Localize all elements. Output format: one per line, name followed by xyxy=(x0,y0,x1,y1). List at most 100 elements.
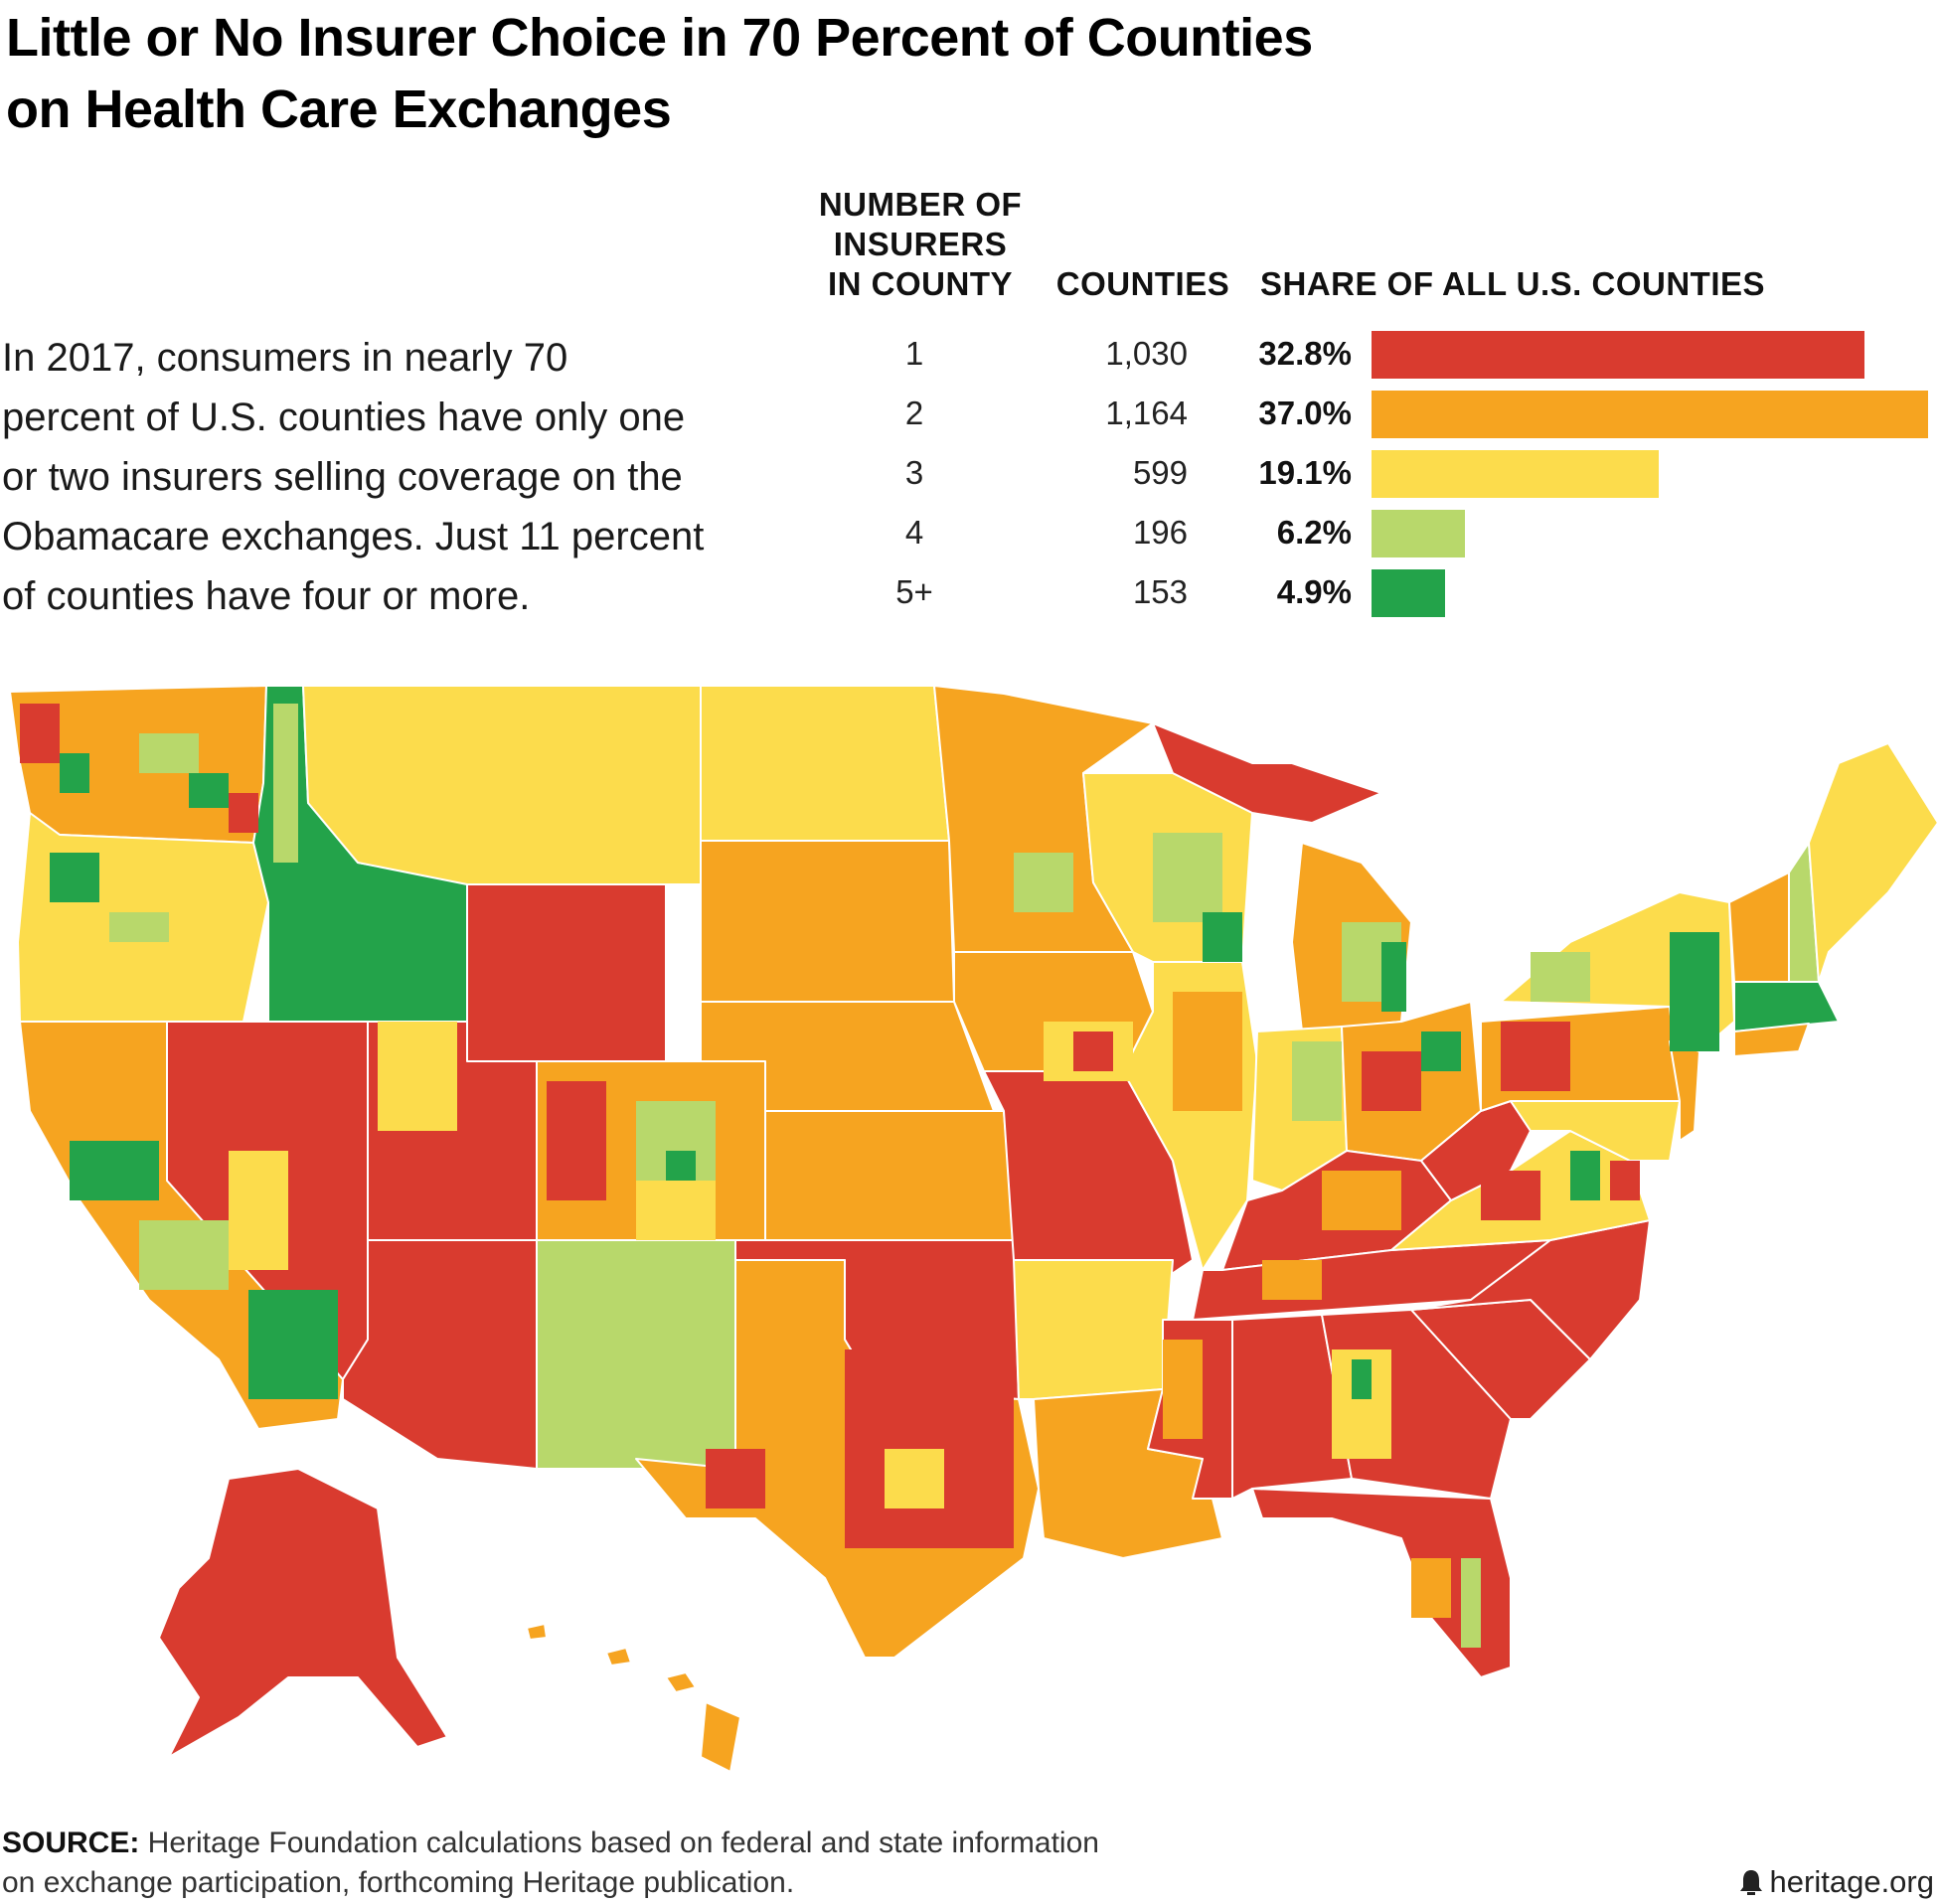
county-patch xyxy=(636,1181,716,1240)
source-note: SOURCE: Heritage Foundation calculations… xyxy=(2,1824,1099,1903)
county-patch xyxy=(70,1141,159,1200)
county-patch xyxy=(1421,1031,1461,1071)
state-hawaii-big xyxy=(700,1701,741,1773)
county-patch xyxy=(1610,1161,1640,1200)
title-line-1: Little or No Insurer Choice in 70 Percen… xyxy=(6,8,1313,68)
county-patch xyxy=(1352,1359,1372,1399)
row-share-label: 37.0% xyxy=(1258,395,1352,431)
row-counties: 599 xyxy=(1132,454,1188,491)
logo-text: heritage.org xyxy=(1769,1864,1934,1899)
state-michigan-upper xyxy=(1152,722,1382,824)
county-patch xyxy=(666,1151,696,1181)
state-hawaii-maui xyxy=(665,1671,697,1693)
row-share-label: 19.1% xyxy=(1258,454,1352,491)
us-county-map xyxy=(9,685,1939,1773)
county-patch xyxy=(109,912,169,942)
column-header-insurers-line-1: NUMBER OF xyxy=(818,186,1023,223)
intro-line-1: In 2017, consumers in nearly 70 xyxy=(2,336,568,380)
chart-title: Little or No Insurer Choice in 70 Percen… xyxy=(6,2,1497,145)
county-patch xyxy=(1531,952,1590,1002)
county-patch xyxy=(1173,992,1242,1111)
county-patch xyxy=(229,793,258,833)
state-vermont xyxy=(1728,872,1790,983)
county-patch xyxy=(20,704,60,763)
state-maine xyxy=(1808,742,1939,983)
table-row: 4 196 6.2% xyxy=(0,507,1940,566)
state-south-dakota xyxy=(700,840,955,1003)
state-alabama xyxy=(1231,1314,1353,1500)
intro-line-2: percent of U.S. counties have only one xyxy=(2,396,686,439)
county-patch xyxy=(1481,1171,1540,1220)
state-florida xyxy=(1251,1488,1512,1678)
county-patch xyxy=(1014,853,1073,912)
state-arizona xyxy=(342,1239,538,1470)
county-patch xyxy=(1262,1260,1322,1300)
row-counties: 196 xyxy=(1132,514,1188,551)
county-patch xyxy=(1411,1558,1451,1618)
intro-text: In 2017, consumers in nearly 70 percent … xyxy=(2,328,787,626)
table-row: 2 1,164 37.0% xyxy=(0,388,1940,447)
state-arkansas xyxy=(1013,1259,1174,1400)
row-category: 2 xyxy=(904,395,924,431)
row-counties: 1,030 xyxy=(1105,335,1188,372)
county-patch xyxy=(248,1290,338,1399)
share-bar xyxy=(1372,510,1465,557)
county-patch xyxy=(1461,1558,1481,1648)
table-row: 1 1,030 32.8% xyxy=(0,328,1940,388)
row-category: 3 xyxy=(904,454,924,491)
share-bar xyxy=(1372,391,1928,438)
county-patch xyxy=(1570,1151,1600,1200)
county-patch xyxy=(273,704,298,863)
title-line-2: on Health Care Exchanges xyxy=(6,79,672,139)
source-label: SOURCE: xyxy=(2,1826,140,1859)
share-bar xyxy=(1372,450,1659,498)
county-patch xyxy=(885,1449,944,1508)
county-patch xyxy=(229,1151,288,1270)
county-patch xyxy=(1153,833,1222,922)
county-patch xyxy=(50,853,99,902)
row-counties: 1,164 xyxy=(1105,395,1188,431)
row-share-label: 4.9% xyxy=(1276,573,1352,610)
table-row: 5+ 153 4.9% xyxy=(0,566,1940,626)
county-patch xyxy=(1362,1051,1421,1111)
share-bar xyxy=(1372,569,1445,617)
share-bar xyxy=(1372,331,1864,379)
county-patch xyxy=(547,1081,606,1200)
state-alaska xyxy=(158,1468,448,1758)
county-patch xyxy=(1670,932,1719,1051)
county-patch xyxy=(1163,1340,1203,1439)
intro-line-4: Obamacare exchanges. Just 11 percent xyxy=(2,515,705,558)
row-share-label: 32.8% xyxy=(1258,335,1352,372)
row-share-label: 6.2% xyxy=(1276,514,1352,551)
row-category: 5+ xyxy=(895,573,933,610)
column-header-counties: COUNTIES xyxy=(1055,265,1230,302)
state-north-dakota xyxy=(700,685,950,842)
row-category: 1 xyxy=(904,335,924,372)
column-header-insurers-line-2: INSURERS xyxy=(833,226,1008,262)
county-patch xyxy=(1381,942,1406,1012)
county-patch xyxy=(1292,1041,1342,1121)
column-header-insurers: NUMBER OF INSURERS IN COUNTY xyxy=(795,185,1046,304)
county-patch xyxy=(1073,1031,1113,1071)
state-wyoming xyxy=(466,883,667,1062)
state-montana xyxy=(302,685,702,885)
intro-line-5: of counties have four or more. xyxy=(2,574,531,618)
state-kansas xyxy=(764,1110,1015,1241)
column-header-share: SHARE OF ALL U.S. COUNTIES xyxy=(1260,265,1766,302)
county-patch xyxy=(139,1220,229,1290)
heritage-logo[interactable]: heritage.org xyxy=(1738,1864,1934,1900)
state-connecticut xyxy=(1733,1023,1810,1057)
source-text-1: Heritage Foundation calculations based o… xyxy=(139,1826,1099,1859)
county-patch xyxy=(706,1449,765,1508)
intro-line-3: or two insurers selling coverage on the xyxy=(2,455,683,499)
county-patch xyxy=(189,773,229,808)
source-text-2: on exchange participation, forthcoming H… xyxy=(2,1866,795,1899)
bell-icon xyxy=(1739,1870,1762,1895)
table-row: 3 599 19.1% xyxy=(0,447,1940,507)
county-patch xyxy=(1203,912,1242,962)
county-patch xyxy=(60,753,89,793)
state-hawaii-kauai xyxy=(526,1623,548,1641)
state-hawaii-oahu xyxy=(605,1647,632,1666)
column-header-insurers-line-3: IN COUNTY xyxy=(828,265,1013,302)
county-patch xyxy=(1322,1171,1401,1230)
